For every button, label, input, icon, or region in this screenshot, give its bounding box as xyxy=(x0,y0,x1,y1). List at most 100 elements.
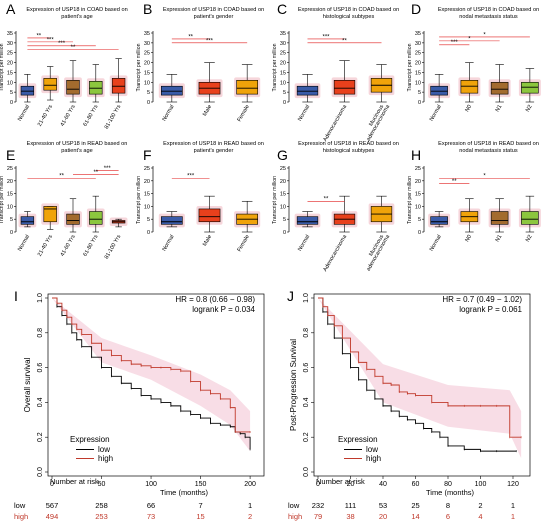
box-iqr xyxy=(521,81,539,94)
risk-count: 79 xyxy=(314,512,322,521)
x-tick-label: Normal xyxy=(429,234,443,252)
y-tick-label: 20 xyxy=(7,61,13,67)
x-tick-label: Male xyxy=(202,104,213,117)
confidence-band xyxy=(52,298,251,452)
y-tick-label: 15 xyxy=(280,192,286,198)
box-iqr xyxy=(66,213,80,225)
x-tick-label: N1 xyxy=(495,104,504,113)
risk-count: 6 xyxy=(446,512,450,521)
risk-row-label: high xyxy=(288,512,302,521)
legend-label: low xyxy=(366,445,378,454)
chart-title: histological subtypes xyxy=(323,14,375,20)
y-axis-label: Transcript per million xyxy=(136,43,142,91)
x-tick-label: N0 xyxy=(464,104,473,113)
box-21-40-yrs xyxy=(43,66,57,101)
panel-letter: J xyxy=(287,288,294,304)
y-tick-label: 0.2 xyxy=(303,432,310,442)
box-iqr xyxy=(89,81,103,95)
chart-title: patient's gender xyxy=(194,14,234,20)
legend-label: high xyxy=(366,454,381,463)
legend-label: low xyxy=(98,445,110,454)
logrank-p: logrank P = 0.061 xyxy=(459,305,522,314)
chart-title: Expression of USP18 in READ based on xyxy=(298,141,399,147)
y-tick-label: 35 xyxy=(7,31,13,37)
risk-count: 253 xyxy=(95,512,108,521)
sig-label: *** xyxy=(322,34,330,40)
y-tick-label: 0 xyxy=(147,230,150,236)
sig-label: * xyxy=(483,174,486,180)
panel-e: E Expression of USP18 in READ based onpat… xyxy=(0,141,128,260)
box-male xyxy=(198,62,221,103)
panel-letter: A xyxy=(6,1,16,17)
box-n0 xyxy=(460,62,479,103)
y-tick-label: 30 xyxy=(7,41,13,47)
y-tick-label: 10 xyxy=(415,80,421,86)
box-81-100-yrs xyxy=(111,218,126,228)
x-tick-label: Normal xyxy=(297,234,311,252)
y-tick-label: 30 xyxy=(144,41,150,47)
box-mucinous-adenocarcinoma xyxy=(370,64,393,103)
risk-count: 258 xyxy=(95,501,108,510)
hazard-ratio: HR = 0.8 (0.66 − 0.98) xyxy=(175,295,255,304)
y-tick-label: 10 xyxy=(7,80,13,86)
y-tick-label: 0 xyxy=(283,230,286,236)
panel-j: J0 20 40 60 80 100 1200.00.20.40.60.81.0Post-P… xyxy=(287,288,531,521)
x-tick-label: Male xyxy=(202,234,213,247)
y-tick-label: 35 xyxy=(415,31,421,37)
x-tick-label: 61-80 Yrs xyxy=(82,104,99,128)
x-tick-label: Adenocarcinoma xyxy=(322,103,348,143)
risk-count: 1 xyxy=(511,512,515,521)
box-iqr xyxy=(160,216,183,225)
x-tick-label: 60 xyxy=(412,481,420,488)
box-iqr xyxy=(236,80,259,95)
y-tick-label: 20 xyxy=(415,179,421,185)
x-tick-label: 0 xyxy=(50,481,54,488)
y-tick-label: 5 xyxy=(147,90,150,96)
y-tick-label: 5 xyxy=(283,90,286,96)
box-iqr xyxy=(160,85,183,96)
box-81-100-yrs xyxy=(111,58,126,103)
x-tick-label: Normal xyxy=(162,234,176,252)
x-tick-label: N2 xyxy=(525,104,534,113)
box-iqr xyxy=(66,80,80,95)
box-iqr xyxy=(460,80,479,94)
x-tick-label: 41-60 Yrs xyxy=(60,104,77,128)
y-tick-label: 20 xyxy=(7,179,13,185)
legend-title: Expression xyxy=(70,435,110,444)
risk-count: 2 xyxy=(478,501,482,510)
y-tick-label: 15 xyxy=(415,192,421,198)
risk-row-label: low xyxy=(14,501,26,510)
x-tick-label: Normal xyxy=(17,234,31,252)
y-tick-label: 25 xyxy=(280,51,286,57)
x-tick-label: Normal xyxy=(17,104,31,122)
x-tick-label: Female xyxy=(237,234,251,253)
confidence-band xyxy=(318,298,522,459)
logrank-p: logrank P = 0.034 xyxy=(192,305,255,314)
y-tick-label: 10 xyxy=(144,204,150,210)
panel-letter: B xyxy=(143,1,152,17)
y-tick-label: 20 xyxy=(144,179,150,185)
x-tick-label: 150 xyxy=(195,481,207,488)
y-tick-label: 35 xyxy=(144,31,150,37)
risk-count: 4 xyxy=(478,512,482,521)
y-tick-label: 30 xyxy=(280,41,286,47)
box-female xyxy=(236,64,259,103)
box-adenocarcinoma xyxy=(333,195,356,233)
y-tick-label: 0 xyxy=(418,100,421,106)
risk-count: 25 xyxy=(411,501,419,510)
y-tick-label: 0.4 xyxy=(37,397,44,407)
panel-letter: F xyxy=(143,147,152,163)
box-iqr xyxy=(296,85,319,96)
chart-title: Expression of USP18 in READ based on xyxy=(438,141,539,147)
sig-label: * xyxy=(483,32,486,38)
y-tick-label: 25 xyxy=(415,51,421,57)
x-axis-label: Time (months) xyxy=(160,488,209,497)
y-tick-label: 5 xyxy=(418,217,421,223)
y-tick-label: 0.0 xyxy=(37,467,44,477)
y-tick-label: 0.6 xyxy=(303,363,310,373)
box-iqr xyxy=(198,208,221,223)
sig-label: ** xyxy=(452,179,457,185)
y-tick-label: 1.0 xyxy=(37,293,44,303)
y-tick-label: 0.8 xyxy=(37,328,44,338)
y-axis-label: Post-Progression Survival xyxy=(289,339,298,431)
